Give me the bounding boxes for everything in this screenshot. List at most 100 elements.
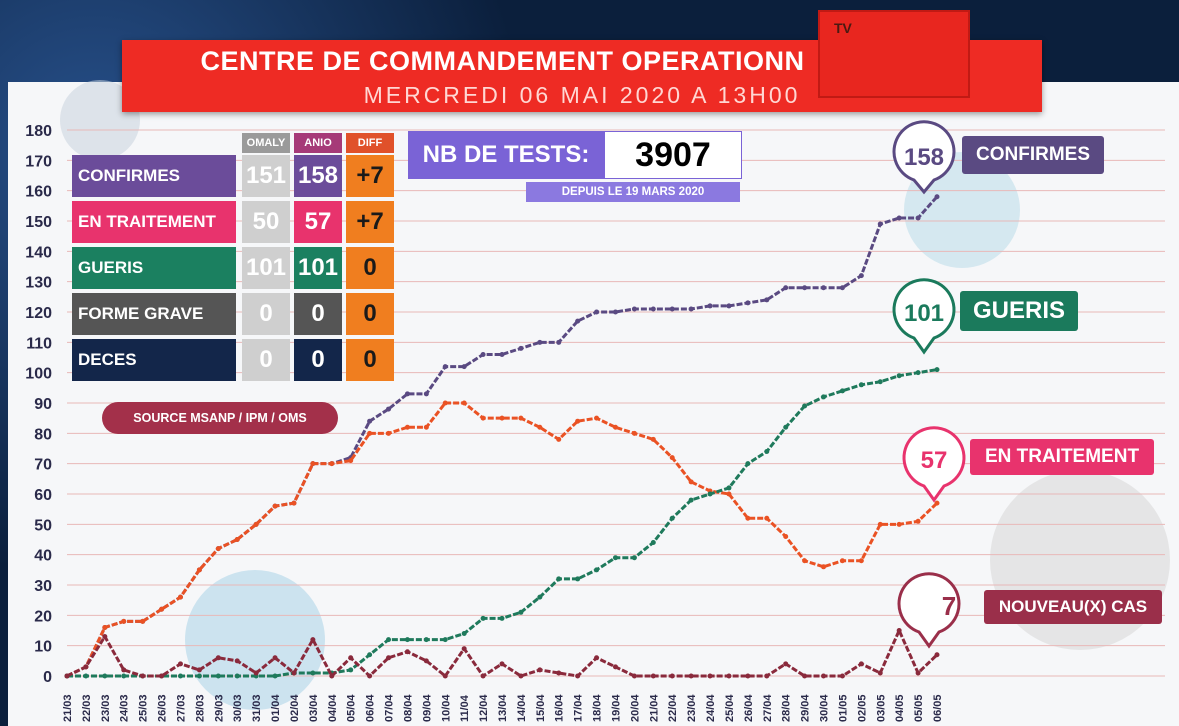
data-point [612, 664, 618, 670]
data-point [499, 351, 505, 357]
data-point [764, 297, 770, 303]
data-point [669, 673, 675, 679]
x-tick-label: 25/04 [724, 694, 736, 722]
x-tick-label: 28/04 [781, 694, 793, 722]
y-tick-label: 20 [34, 608, 52, 625]
tests-value: 3907 [604, 131, 742, 179]
x-tick-label: 06/04 [365, 694, 377, 722]
data-point [518, 415, 524, 421]
cell-anio: 101 [294, 247, 342, 289]
data-point [348, 655, 354, 661]
y-tick-label: 180 [25, 123, 52, 140]
data-point [858, 273, 864, 279]
y-tick-label: 130 [25, 275, 52, 292]
row-label: GUERIS [72, 247, 236, 289]
data-point [367, 673, 373, 679]
data-point [556, 576, 562, 582]
data-point [537, 424, 543, 430]
data-point [537, 667, 543, 673]
data-point [896, 521, 902, 527]
data-point [821, 394, 827, 400]
y-tick-label: 100 [25, 366, 52, 383]
data-point [802, 673, 808, 679]
data-point [423, 424, 429, 430]
data-point [140, 618, 146, 624]
data-point [480, 415, 486, 421]
data-point [556, 436, 562, 442]
data-point [461, 646, 467, 652]
data-point [234, 673, 240, 679]
x-tick-label: 18/04 [592, 694, 604, 722]
data-point [537, 339, 543, 345]
data-point [348, 458, 354, 464]
data-point [915, 518, 921, 524]
data-point [726, 485, 732, 491]
cell-diff: 0 [346, 247, 394, 289]
data-point [707, 491, 713, 497]
data-point [783, 424, 789, 430]
data-point [688, 479, 694, 485]
data-point [404, 424, 410, 430]
cell-omaly: 151 [242, 155, 290, 197]
cell-anio: 158 [294, 155, 342, 197]
data-point [404, 637, 410, 643]
data-point [669, 455, 675, 461]
data-point [367, 418, 373, 424]
row-label: DECES [72, 339, 236, 381]
data-point [291, 670, 297, 676]
x-tick-label: 22/03 [81, 694, 93, 722]
data-point [783, 285, 789, 291]
x-tick-label: 29/04 [800, 694, 812, 722]
x-tick-label: 01/05 [837, 694, 849, 722]
cell-diff: +7 [346, 155, 394, 197]
y-tick-label: 170 [25, 153, 52, 170]
data-point [726, 491, 732, 497]
data-point [310, 461, 316, 467]
x-tick-label: 17/04 [573, 694, 585, 722]
x-tick-label: 19/04 [610, 694, 622, 722]
data-point [707, 673, 713, 679]
data-point [480, 673, 486, 679]
cell-diff: 0 [346, 339, 394, 381]
data-point [499, 415, 505, 421]
data-point [877, 221, 883, 227]
series-line-en-traitement [66, 401, 939, 678]
cell-omaly: 0 [242, 293, 290, 335]
data-point [707, 303, 713, 309]
data-point [915, 215, 921, 221]
data-point [745, 673, 751, 679]
data-point [272, 673, 278, 679]
data-point [556, 339, 562, 345]
cell-diff: +7 [346, 201, 394, 243]
y-tick-label: 60 [34, 487, 52, 504]
data-point [461, 364, 467, 370]
y-tick-label: 110 [26, 335, 52, 352]
data-point [272, 655, 278, 661]
data-point [215, 546, 221, 552]
data-point [102, 624, 108, 630]
data-point [896, 373, 902, 379]
data-point [745, 461, 751, 467]
data-point [83, 673, 89, 679]
x-tick-label: 31/03 [251, 694, 263, 722]
data-point [896, 628, 902, 633]
x-tick-label: 09/04 [421, 694, 433, 722]
data-point [575, 318, 581, 324]
tv-logo: TV [818, 10, 970, 98]
data-point [423, 637, 429, 643]
data-point [461, 400, 467, 406]
virus-decoration [185, 570, 325, 710]
data-point [386, 406, 392, 412]
data-point [688, 673, 694, 679]
x-tick-label: 02/05 [856, 694, 868, 722]
data-point [877, 670, 883, 676]
data-point [442, 400, 448, 406]
data-point [631, 306, 637, 312]
data-point [215, 655, 221, 661]
data-point [159, 606, 165, 612]
cell-omaly: 50 [242, 201, 290, 243]
x-tick-label: 07/04 [384, 694, 396, 722]
data-point [726, 673, 732, 679]
x-tick-label: 03/04 [308, 694, 320, 722]
y-tick-label: 30 [34, 578, 52, 595]
